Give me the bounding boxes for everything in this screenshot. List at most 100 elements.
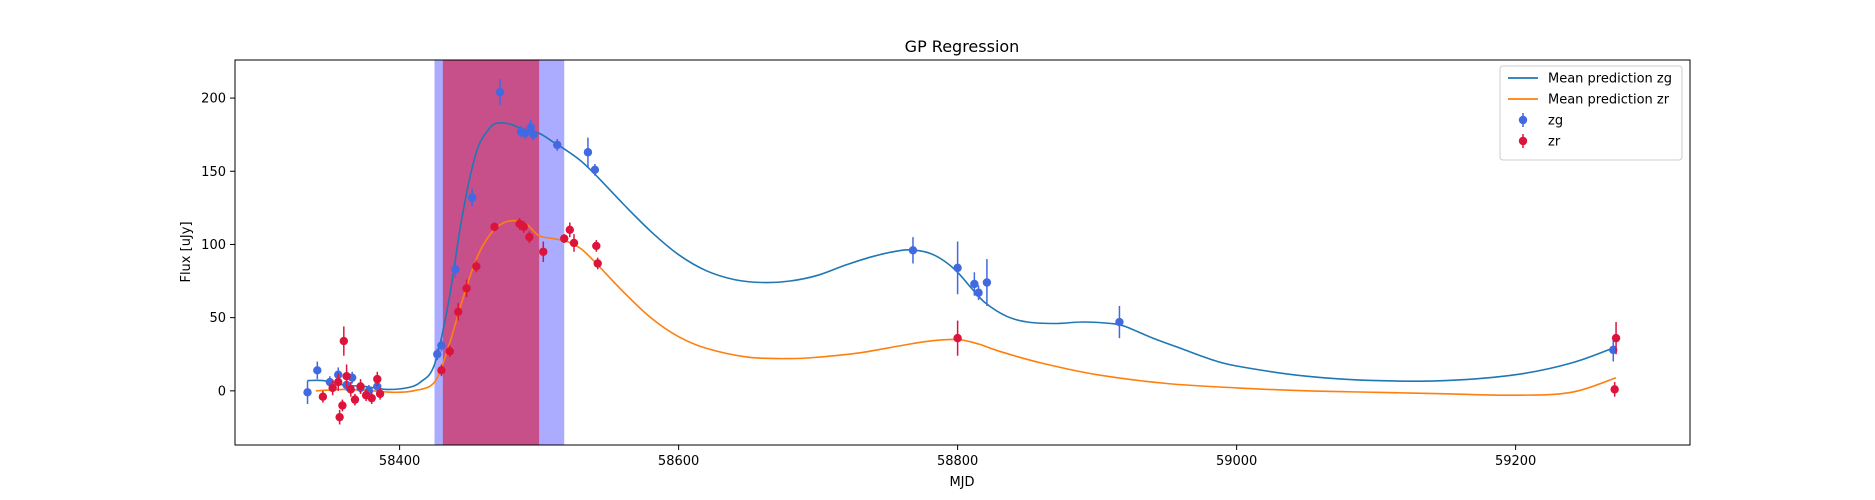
marker-zr-26 bbox=[569, 238, 579, 248]
point-zr-26 bbox=[569, 234, 579, 252]
marker-zg-24 bbox=[974, 288, 983, 297]
legend-marker-swatch-2 bbox=[1518, 115, 1528, 125]
y-tick-label-100: 100 bbox=[201, 238, 226, 253]
marker-zg-9 bbox=[433, 350, 442, 359]
x-axis-label: MJD bbox=[949, 475, 974, 490]
point-zr-17 bbox=[462, 279, 471, 298]
point-zr-22 bbox=[525, 231, 534, 243]
point-zg-15 bbox=[520, 127, 530, 140]
marker-zg-12 bbox=[467, 193, 477, 202]
prediction-lines bbox=[307, 121, 1617, 397]
y-tick-label-0: 0 bbox=[218, 384, 226, 399]
legend-item-1: Mean prediction zr bbox=[1508, 93, 1670, 108]
marker-zr-24 bbox=[560, 234, 569, 243]
x-tick-label-58800: 58800 bbox=[937, 454, 978, 469]
series-line-zr bbox=[315, 219, 1617, 397]
point-zr-11 bbox=[367, 392, 376, 405]
marker-zr-27 bbox=[592, 241, 601, 251]
marker-zr-7 bbox=[346, 385, 355, 394]
x-axis-ticks: 58400 58600 58800 59000 59200 bbox=[379, 445, 1536, 469]
marker-zg-25 bbox=[982, 278, 992, 287]
marker-zg-18 bbox=[553, 140, 562, 150]
y-tick-label-200: 200 bbox=[201, 92, 226, 107]
point-zg-10 bbox=[437, 339, 446, 352]
point-zg-13 bbox=[495, 79, 505, 106]
point-zg-12 bbox=[467, 188, 477, 207]
marker-zr-15 bbox=[445, 347, 455, 356]
point-zg-17 bbox=[529, 128, 538, 141]
y-tick-label-150: 150 bbox=[201, 165, 226, 180]
point-zr-29 bbox=[953, 320, 962, 356]
point-zr-14 bbox=[437, 364, 446, 377]
marker-zr-6 bbox=[342, 371, 351, 381]
marker-zg-19 bbox=[583, 148, 593, 157]
point-zg-20 bbox=[590, 163, 600, 176]
marker-zr-1 bbox=[328, 383, 337, 393]
plot-frame bbox=[234, 59, 1691, 446]
marker-zr-2 bbox=[334, 377, 343, 387]
point-zr-30 bbox=[1610, 382, 1619, 397]
point-zr-2 bbox=[334, 373, 343, 391]
marker-zg-1 bbox=[313, 366, 322, 375]
point-zr-31 bbox=[1611, 322, 1621, 355]
legend-item-2: zg bbox=[1518, 113, 1563, 129]
marker-zr-19 bbox=[490, 222, 499, 232]
point-zr-4 bbox=[338, 399, 347, 412]
point-zr-28 bbox=[593, 257, 602, 270]
point-zg-19 bbox=[583, 137, 593, 167]
marker-zr-8 bbox=[350, 395, 360, 404]
point-zg-11 bbox=[451, 260, 460, 279]
marker-zg-13 bbox=[495, 88, 505, 97]
legend-label-1: Mean prediction zr bbox=[1548, 93, 1670, 108]
legend-marker-swatch-3 bbox=[1518, 136, 1528, 146]
marker-zr-31 bbox=[1611, 333, 1621, 343]
marker-zg-0 bbox=[303, 388, 312, 397]
point-zr-16 bbox=[454, 303, 463, 321]
observation-points bbox=[303, 79, 1621, 425]
point-zr-9 bbox=[356, 379, 365, 394]
point-zr-21 bbox=[519, 221, 528, 233]
x-tick-label-59200: 59200 bbox=[1495, 454, 1536, 469]
point-zr-3 bbox=[335, 409, 344, 425]
y-axis-label: Flux [uJy] bbox=[179, 221, 194, 282]
legend-box bbox=[1499, 65, 1683, 161]
marker-zg-15 bbox=[520, 128, 530, 138]
legend-item-3: zr bbox=[1518, 134, 1561, 150]
marker-zr-5 bbox=[339, 336, 349, 346]
marker-zr-9 bbox=[356, 382, 365, 391]
x-tick-label-58400: 58400 bbox=[379, 454, 420, 469]
marker-zr-28 bbox=[593, 259, 602, 268]
marker-zg-21 bbox=[908, 246, 918, 255]
marker-zr-25 bbox=[565, 225, 575, 235]
marker-zg-26 bbox=[1115, 317, 1124, 327]
legend-label-0: Mean prediction zg bbox=[1548, 72, 1672, 87]
point-zr-6 bbox=[342, 364, 351, 388]
marker-zr-21 bbox=[519, 222, 528, 232]
marker-zg-22 bbox=[953, 263, 962, 273]
chart-title: GP Regression bbox=[905, 37, 1020, 56]
marker-zr-11 bbox=[367, 393, 376, 403]
point-zr-12 bbox=[373, 371, 382, 387]
marker-zr-30 bbox=[1610, 385, 1619, 394]
y-axis-ticks: 0 50 100 150 200 bbox=[201, 92, 235, 399]
legend-label-2: zg bbox=[1548, 114, 1563, 129]
marker-zr-4 bbox=[338, 401, 347, 410]
point-zg-22 bbox=[953, 241, 962, 295]
marker-zg-11 bbox=[451, 265, 460, 274]
point-zg-26 bbox=[1115, 305, 1124, 339]
point-zr-24 bbox=[560, 234, 569, 243]
point-zr-13 bbox=[375, 387, 385, 400]
marker-zr-14 bbox=[437, 366, 446, 375]
point-zr-23 bbox=[539, 241, 548, 263]
x-tick-label-58600: 58600 bbox=[658, 454, 699, 469]
point-zr-8 bbox=[350, 393, 360, 406]
marker-zg-17 bbox=[529, 130, 538, 139]
point-zg-24 bbox=[974, 285, 983, 301]
point-zg-18 bbox=[553, 139, 562, 151]
point-zr-25 bbox=[565, 222, 575, 238]
marker-zr-0 bbox=[318, 392, 328, 401]
point-zr-15 bbox=[445, 345, 455, 358]
shaded-region-1 bbox=[442, 60, 540, 445]
point-zg-23 bbox=[970, 272, 979, 296]
